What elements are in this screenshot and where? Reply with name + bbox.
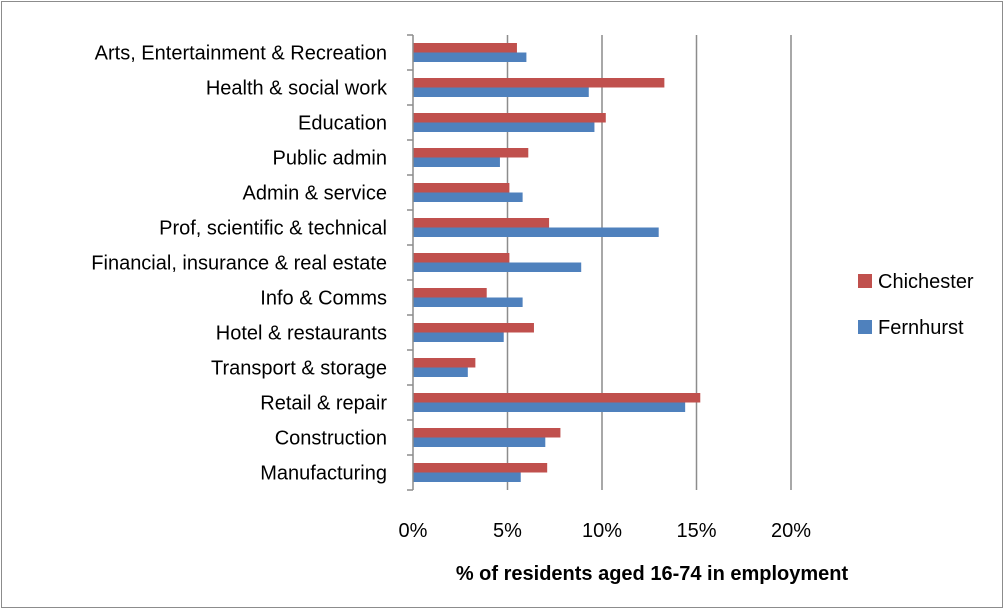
bar-chichester xyxy=(413,323,534,333)
bar-fernhurst xyxy=(413,52,527,62)
category-label: Manufacturing xyxy=(260,463,387,485)
bar-chichester xyxy=(413,428,561,438)
x-tick-label: 5% xyxy=(493,520,522,542)
bar-chichester xyxy=(413,43,517,53)
bar-fernhurst xyxy=(413,227,659,237)
category-label: Hotel & restaurants xyxy=(216,323,387,345)
bar-chichester xyxy=(413,358,476,368)
category-label: Info & Comms xyxy=(260,288,387,310)
x-tick-label: 15% xyxy=(676,520,716,542)
bars xyxy=(413,43,701,482)
bar-fernhurst xyxy=(413,87,589,97)
category-label: Transport & storage xyxy=(211,358,387,380)
legend-swatch-fernhurst xyxy=(858,320,872,334)
bar-fernhurst xyxy=(413,262,582,272)
bar-chichester xyxy=(413,183,510,193)
legend-label-fernhurst: Fernhurst xyxy=(878,317,964,339)
category-label: Retail & repair xyxy=(260,393,387,415)
bar-fernhurst xyxy=(413,157,500,167)
category-label: Arts, Entertainment & Recreation xyxy=(95,43,387,65)
bar-fernhurst xyxy=(413,367,468,377)
bar-fernhurst xyxy=(413,192,523,202)
bar-fernhurst xyxy=(413,297,523,307)
category-label: Financial, insurance & real estate xyxy=(91,253,387,275)
x-axis-title: % of residents aged 16-74 in employment xyxy=(456,563,849,585)
category-label: Public admin xyxy=(272,148,387,170)
bar-chichester xyxy=(413,463,548,473)
x-tick-label: 20% xyxy=(771,520,811,542)
x-tick-labels: 0% 5% 10% 15% 20% xyxy=(399,520,812,542)
bar-chichester xyxy=(413,148,529,158)
bar-fernhurst xyxy=(413,402,686,412)
category-label: Health & social work xyxy=(206,78,388,100)
bar-chichester xyxy=(413,393,701,403)
bar-chichester xyxy=(413,113,606,123)
axes xyxy=(407,34,414,491)
category-label: Admin & service xyxy=(243,183,388,205)
bar-fernhurst xyxy=(413,437,546,447)
bar-chichester xyxy=(413,218,550,228)
x-tick-label: 10% xyxy=(582,520,622,542)
category-label: Prof, scientific & technical xyxy=(159,218,387,240)
bar-fernhurst xyxy=(413,472,521,482)
category-labels: Arts, Entertainment & Recreation Health &… xyxy=(91,43,388,485)
bar-chichester xyxy=(413,78,665,88)
legend-swatch-chichester xyxy=(858,274,872,288)
legend: Chichester Fernhurst xyxy=(858,271,974,339)
bar-chichester xyxy=(413,253,510,263)
bar-chichester xyxy=(413,288,487,298)
bar-fernhurst xyxy=(413,332,504,342)
category-label: Construction xyxy=(275,428,387,450)
x-tick-label: 0% xyxy=(399,520,428,542)
legend-label-chichester: Chichester xyxy=(878,271,974,293)
category-label: Education xyxy=(298,113,387,135)
bar-fernhurst xyxy=(413,122,595,132)
